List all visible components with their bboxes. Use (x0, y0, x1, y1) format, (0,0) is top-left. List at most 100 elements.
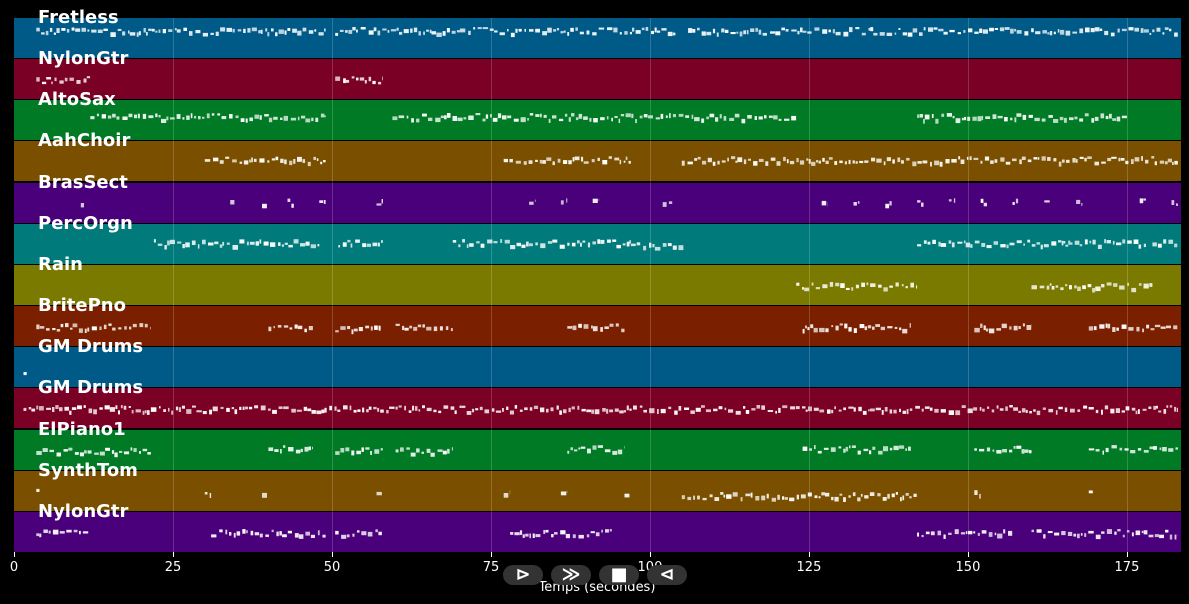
track-notes (36, 488, 1093, 502)
track-4[interactable]: AahChoir (14, 131, 1181, 182)
note (750, 28, 755, 32)
note (1044, 199, 1050, 203)
note (347, 326, 351, 330)
rewind-button[interactable]: ⊲ (647, 565, 687, 585)
note (814, 495, 818, 498)
track-7[interactable]: Rain (14, 254, 1181, 305)
note (324, 115, 326, 118)
note (1117, 528, 1121, 532)
note (523, 161, 527, 166)
note (945, 159, 950, 164)
track-3[interactable]: AltoSax (14, 90, 1181, 141)
note (52, 328, 56, 331)
note (485, 114, 489, 119)
note (409, 325, 413, 329)
note (275, 32, 278, 37)
note (709, 494, 713, 497)
track-9[interactable]: GM Drums (14, 337, 1181, 388)
note (147, 451, 151, 455)
track-8[interactable]: BritePno (14, 296, 1181, 347)
note (189, 31, 193, 36)
note (996, 328, 1001, 331)
note (880, 326, 885, 331)
note (335, 450, 340, 455)
note (577, 406, 580, 411)
track-11[interactable]: ElPiano1 (14, 419, 1181, 470)
note (1158, 410, 1162, 413)
note (206, 113, 210, 119)
note (735, 161, 738, 164)
note (917, 161, 922, 165)
note (186, 115, 190, 121)
note (340, 447, 345, 452)
note (279, 530, 282, 536)
note (1156, 406, 1158, 409)
note (1075, 159, 1078, 164)
note (835, 325, 839, 331)
note (994, 532, 997, 535)
note (589, 118, 592, 122)
note (852, 160, 855, 164)
note (169, 239, 175, 244)
note (724, 408, 727, 411)
note (567, 450, 570, 454)
note (1172, 162, 1174, 166)
stop-button[interactable]: ■ (599, 565, 639, 585)
note (946, 113, 952, 117)
note (1055, 285, 1059, 288)
note (1009, 405, 1013, 408)
track-2[interactable]: NylonGtr (14, 49, 1181, 100)
note (243, 28, 246, 33)
note (109, 407, 115, 413)
track-13[interactable]: NylonGtr (14, 501, 1181, 552)
note (1109, 114, 1112, 119)
note (804, 287, 810, 292)
note (175, 406, 179, 411)
note (99, 326, 102, 331)
note (477, 27, 482, 30)
note (271, 28, 274, 32)
note (697, 157, 701, 160)
note (91, 326, 97, 331)
note (476, 240, 480, 244)
note (276, 531, 279, 536)
note (899, 444, 905, 449)
note (196, 410, 202, 413)
note (265, 28, 268, 32)
note (319, 199, 324, 203)
note (602, 160, 608, 165)
note (1137, 447, 1142, 451)
play-button[interactable]: ⊳ (503, 565, 543, 585)
note (737, 157, 743, 163)
note (374, 448, 380, 454)
fast-forward-button[interactable]: ≫ (551, 565, 591, 585)
note (979, 448, 985, 451)
track-1[interactable]: Fretless (14, 8, 1181, 58)
note (302, 27, 307, 32)
note (981, 242, 986, 247)
note (952, 116, 955, 119)
note (1162, 32, 1165, 35)
note (254, 114, 260, 120)
note (862, 411, 867, 416)
note (806, 158, 809, 162)
note (412, 406, 414, 411)
note (960, 531, 966, 535)
note (1026, 325, 1032, 331)
note (1164, 27, 1169, 30)
note (137, 113, 140, 119)
note (985, 116, 991, 120)
note (1069, 117, 1074, 121)
note (731, 156, 736, 160)
track-12[interactable]: SynthTom (14, 460, 1181, 511)
track-6[interactable]: PercOrgn (14, 213, 1181, 264)
track-10[interactable]: GM Drums (14, 378, 1181, 429)
note (954, 528, 959, 534)
note (324, 408, 327, 413)
track-5[interactable]: BrasSect (14, 172, 1181, 223)
note (428, 117, 433, 122)
note (171, 410, 174, 416)
note (473, 27, 476, 30)
note (1143, 198, 1146, 201)
